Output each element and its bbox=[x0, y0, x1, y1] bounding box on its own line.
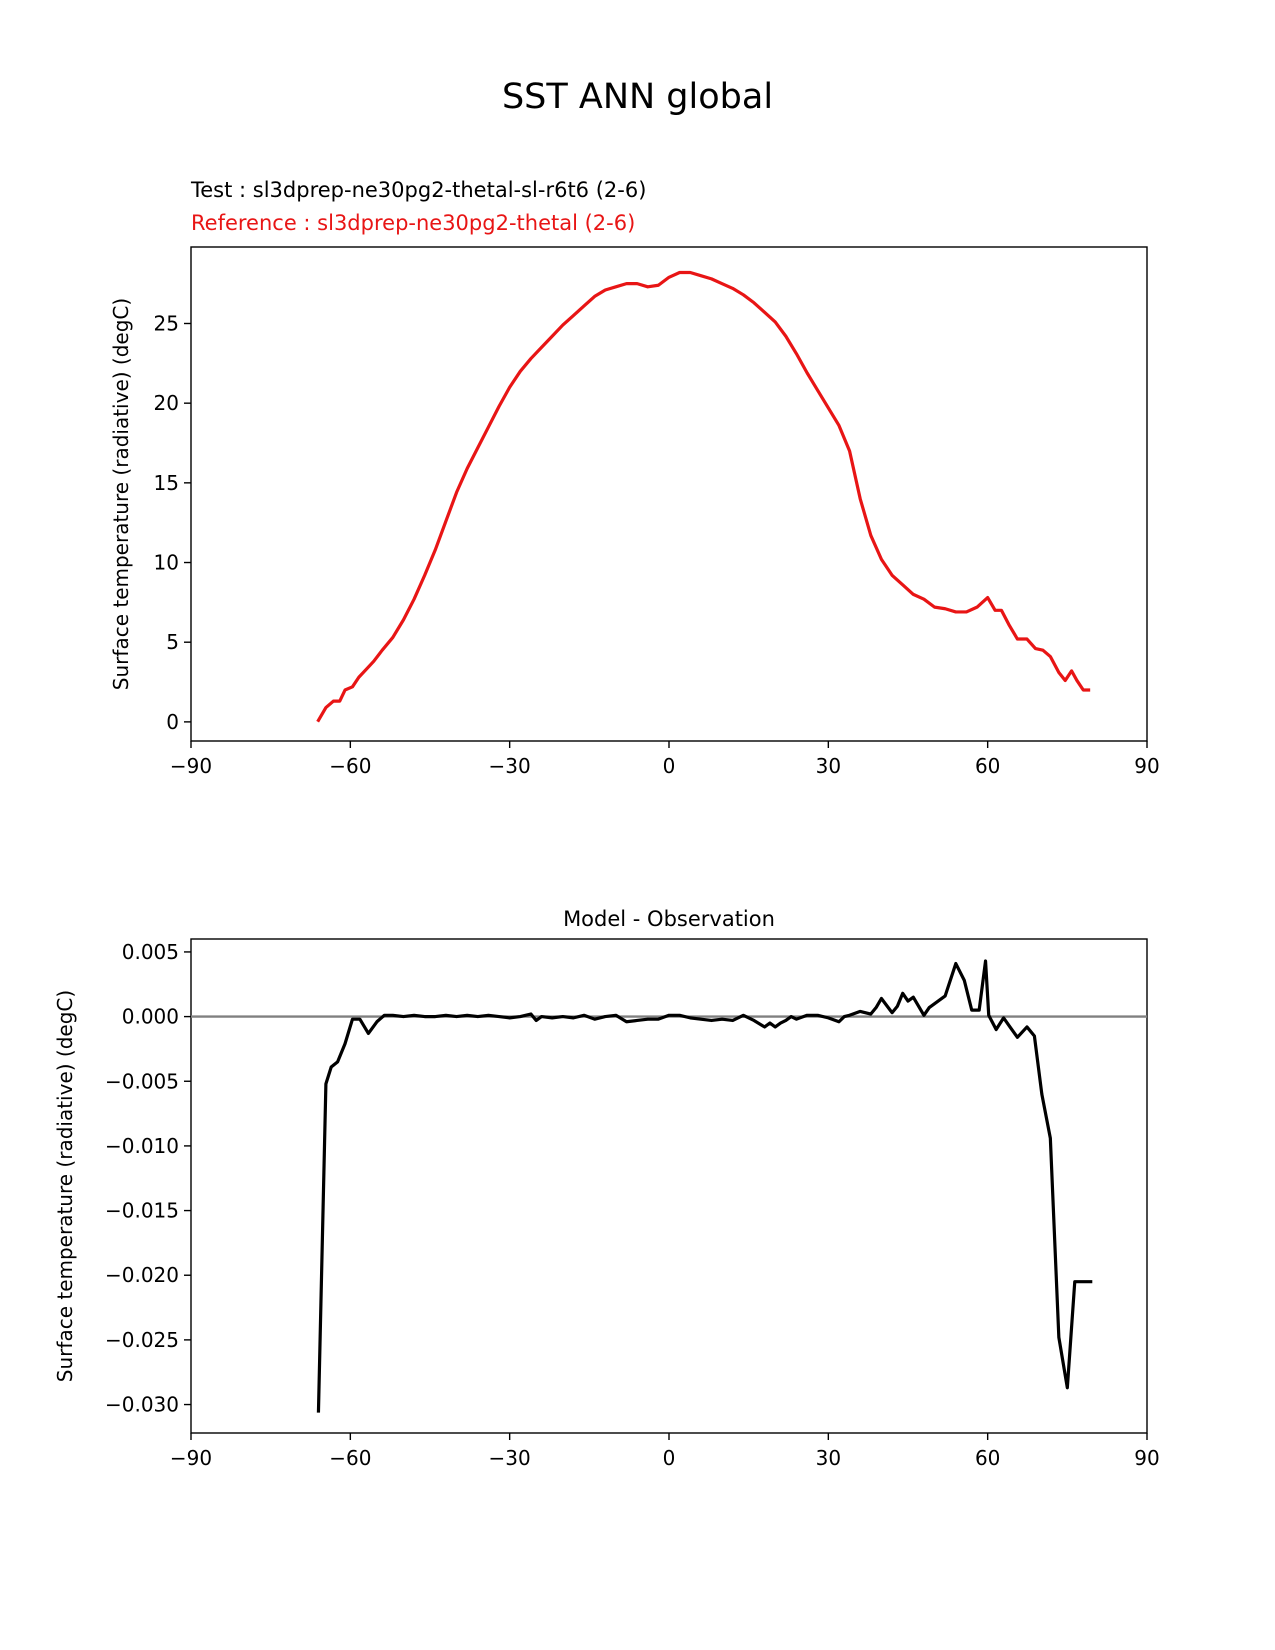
y-tick-label: −0.010 bbox=[105, 1134, 179, 1158]
x-tick-label: 90 bbox=[1134, 754, 1159, 778]
x-tick-label: −30 bbox=[489, 754, 531, 778]
y-tick-label: −0.005 bbox=[105, 1069, 179, 1093]
y-tick-label: −0.020 bbox=[105, 1263, 179, 1287]
test-label: Test : sl3dprep-ne30pg2-thetal-sl-r6t6 (… bbox=[190, 178, 646, 202]
x-tick-label: 30 bbox=[816, 1446, 841, 1470]
x-tick-label: 60 bbox=[975, 1446, 1000, 1470]
y-tick-label: −0.015 bbox=[105, 1199, 179, 1223]
x-tick-label: −60 bbox=[329, 754, 371, 778]
plot-frame bbox=[190, 246, 1148, 742]
y-tick-label: 10 bbox=[154, 551, 179, 575]
y-tick-label: 0.000 bbox=[122, 1005, 179, 1029]
x-tick-label: 90 bbox=[1134, 1446, 1159, 1470]
panel-top-sst: −90 −60 −30 0 30 60 90 0 5 10 15 20 25 Surface temper… bbox=[109, 246, 1160, 778]
x-tick-label: 0 bbox=[663, 754, 676, 778]
difference-series-line bbox=[316, 959, 1093, 1413]
y-tick-label: −0.030 bbox=[105, 1393, 179, 1417]
x-tick-label: −60 bbox=[329, 1446, 371, 1470]
reference-series-line bbox=[316, 270, 1091, 723]
y-tick-label: 0 bbox=[166, 710, 179, 734]
y-tick-label: 5 bbox=[166, 630, 179, 654]
x-tick-label: −90 bbox=[170, 754, 212, 778]
panel-bottom-diff: Model - Observation −90 −60 −30 0 30 60 90 0.005… bbox=[53, 907, 1160, 1470]
y-axis-label: Surface temperature (radiative) (degC) bbox=[53, 990, 77, 1382]
figure-title: SST ANN global bbox=[502, 77, 773, 117]
x-tick-label: 60 bbox=[975, 754, 1000, 778]
subplot-title: Model - Observation bbox=[563, 907, 775, 931]
x-tick-label: 30 bbox=[816, 754, 841, 778]
y-tick-label: 25 bbox=[154, 311, 179, 335]
x-tick-label: 0 bbox=[663, 1446, 676, 1470]
x-tick-label: −90 bbox=[170, 1446, 212, 1470]
y-tick-label: 0.005 bbox=[122, 940, 179, 964]
y-tick-label: 20 bbox=[154, 391, 179, 415]
y-tick-label: 15 bbox=[154, 471, 179, 495]
x-tick-label: −30 bbox=[489, 1446, 531, 1470]
reference-label: Reference : sl3dprep-ne30pg2-thetal (2-6… bbox=[191, 211, 635, 235]
y-axis-label: Surface temperature (radiative) (degC) bbox=[109, 298, 133, 690]
plot-frame bbox=[190, 938, 1148, 1434]
y-tick-label: −0.025 bbox=[105, 1328, 179, 1352]
